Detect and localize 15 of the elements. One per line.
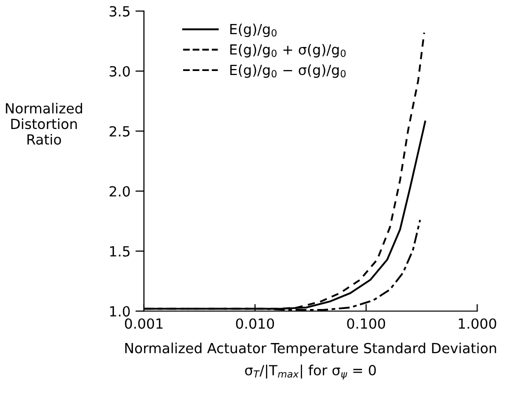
x-axis-title: Normalized Actuator Temperature Standard Deviation σ$_{T}$/|T$_{max}$| for σ$_{ψ}$ = 0 xyxy=(125,342,496,380)
y-tick-label: 2.5 xyxy=(110,126,130,137)
x-tick-label: 0.010 xyxy=(236,318,274,329)
y-tick-label: 1.5 xyxy=(110,246,130,257)
y-tick-label: 1.0 xyxy=(110,306,130,317)
legend-label: E(g)/g$_{0}$ − σ(g)/g$_{0}$ xyxy=(230,64,346,78)
y-tick-label: 2.0 xyxy=(110,186,130,197)
legend-label: E(g)/g$_{0}$ xyxy=(230,24,277,38)
x-tick-label: 0.001 xyxy=(124,318,163,329)
y-tick-label: 3.5 xyxy=(110,6,130,17)
x-tick-label: 1.000 xyxy=(458,318,496,329)
x-tick-label: 0.100 xyxy=(347,318,386,329)
y-tick-label: 3.0 xyxy=(110,66,130,77)
legend-label: E(g)/g$_{0}$ + σ(g)/g$_{0}$ xyxy=(230,44,346,58)
y-axis-title: Normalized Distortion Ratio xyxy=(6,102,82,145)
